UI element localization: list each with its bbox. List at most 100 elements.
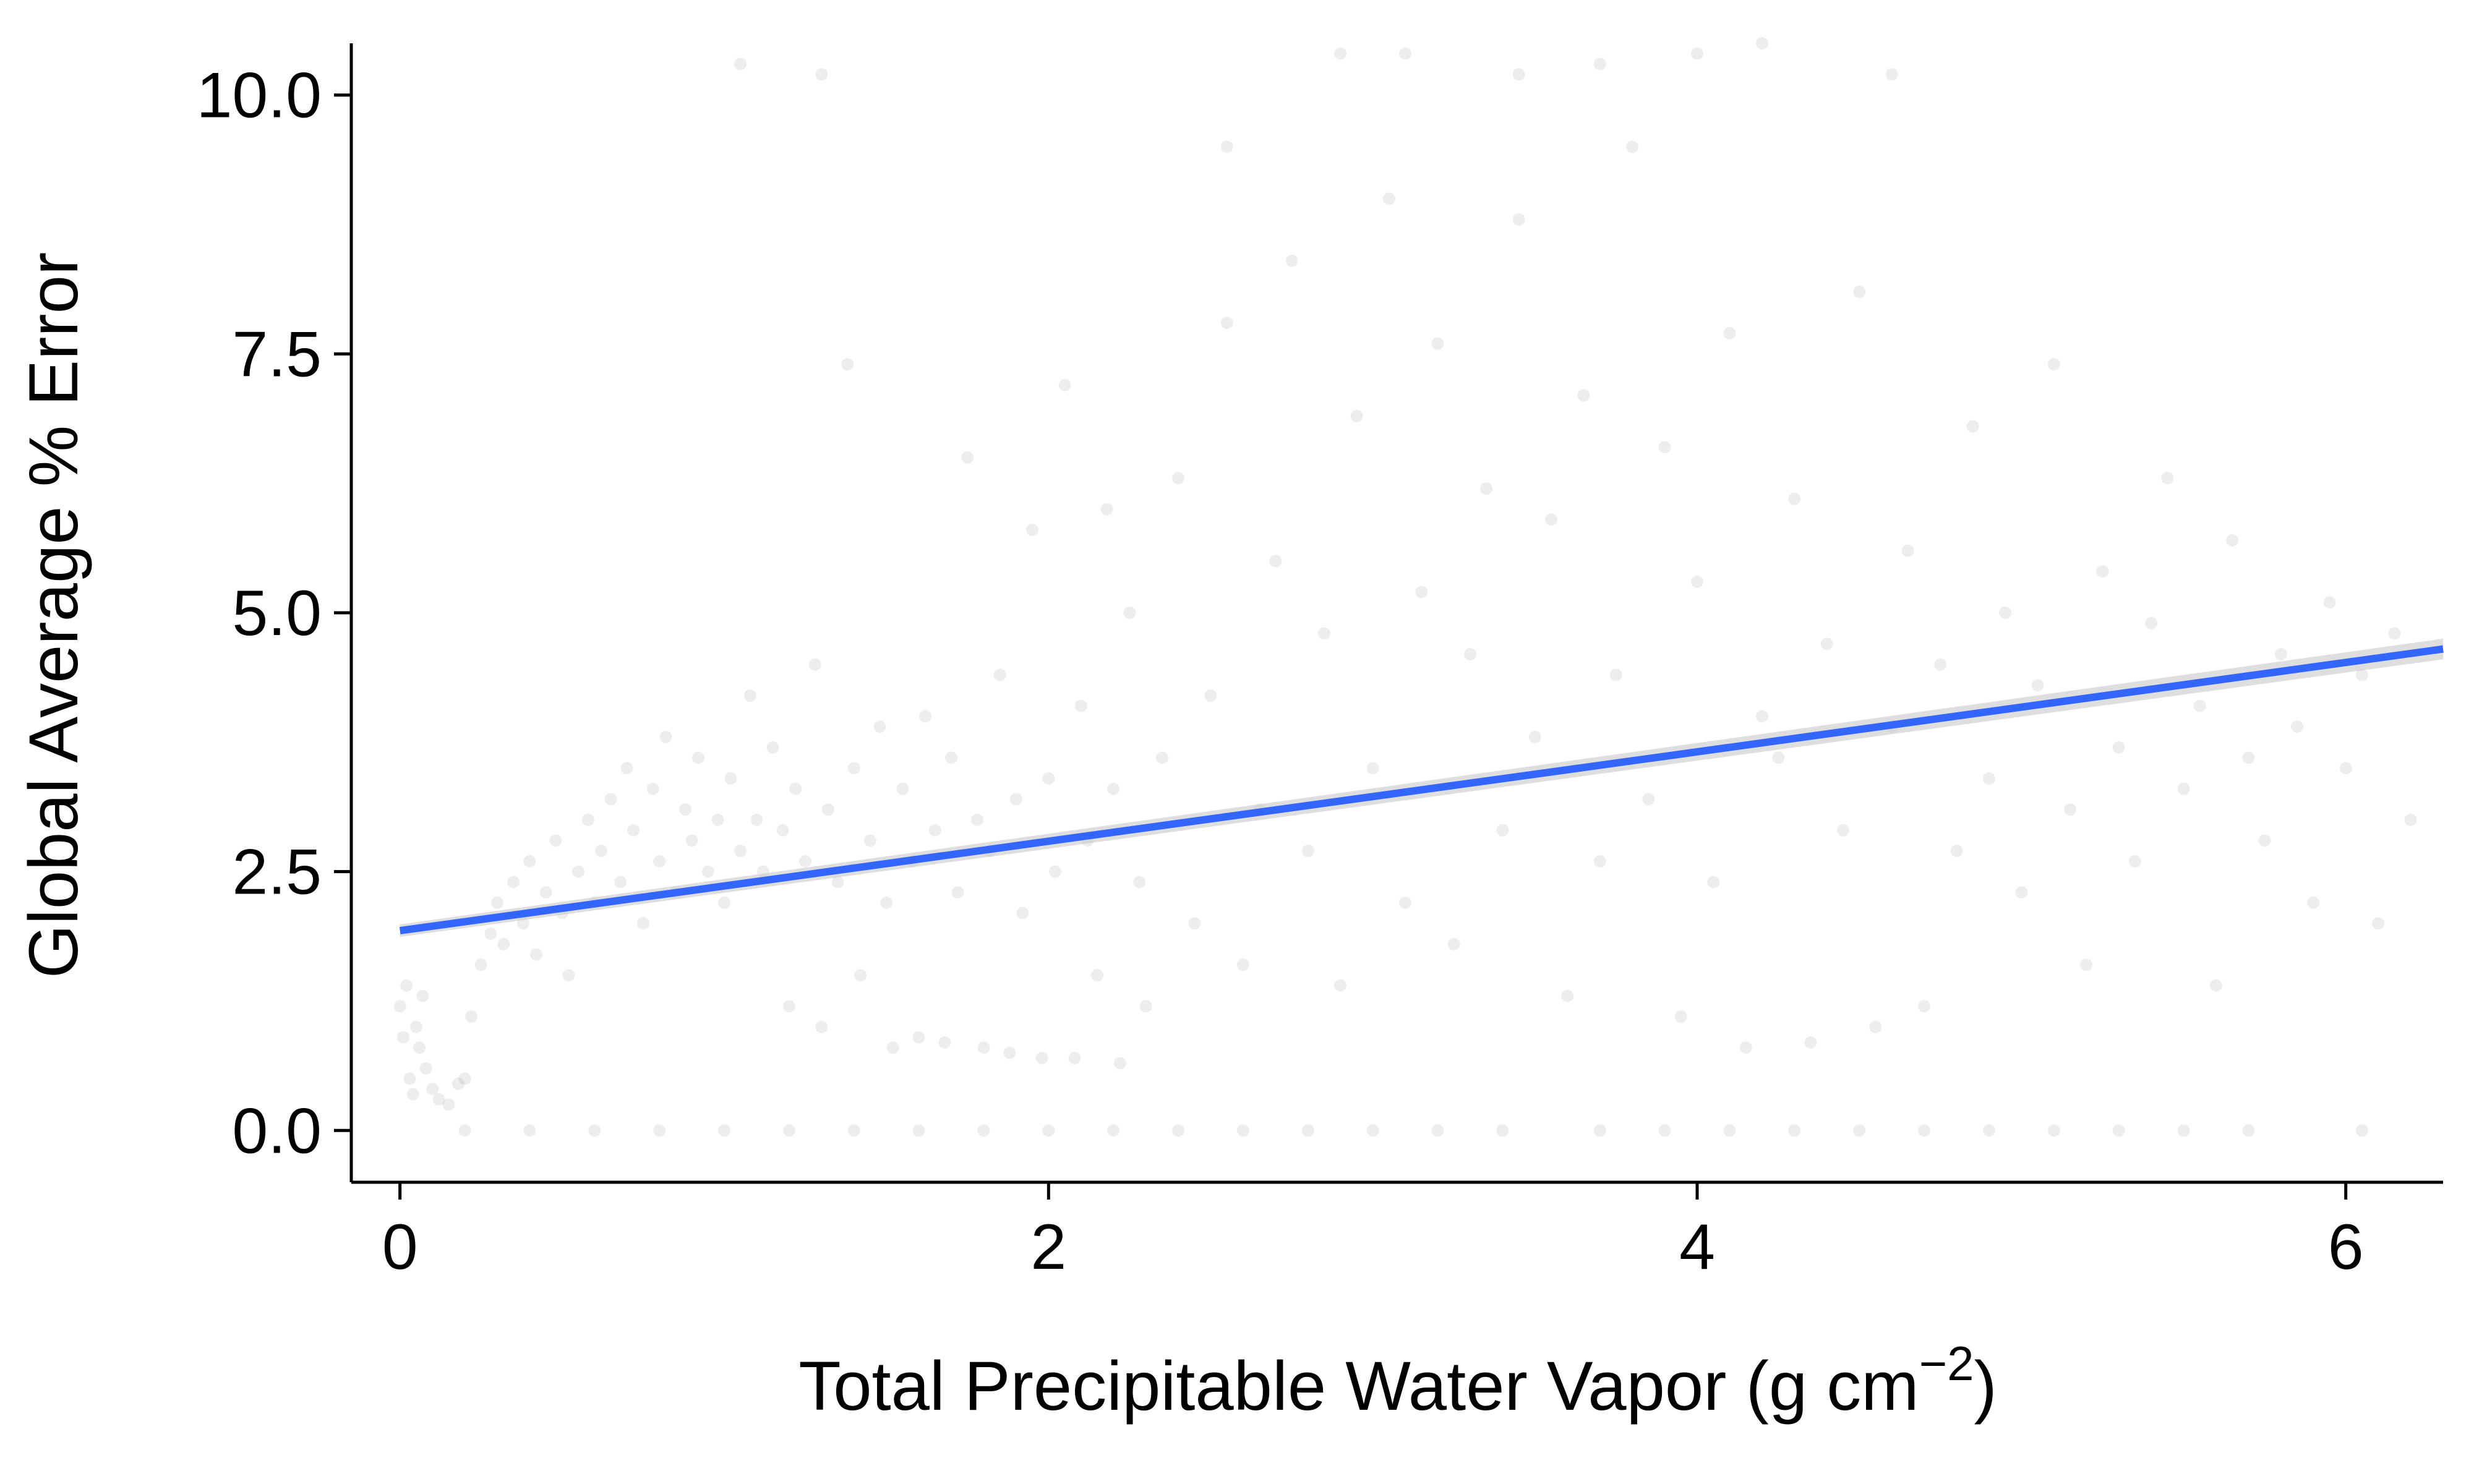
data-point xyxy=(409,1020,422,1033)
data-point xyxy=(1496,1124,1509,1137)
data-point xyxy=(406,1088,419,1101)
data-point xyxy=(896,782,909,795)
data-point xyxy=(426,1083,439,1096)
data-point xyxy=(400,979,413,992)
data-point xyxy=(653,855,666,868)
data-point xyxy=(1107,782,1120,795)
data-point xyxy=(685,834,698,847)
data-point xyxy=(1658,441,1671,454)
y-tick-label: 2.5 xyxy=(232,837,322,908)
data-point xyxy=(841,358,854,371)
data-point xyxy=(2031,679,2044,692)
data-point xyxy=(2080,958,2093,971)
data-point xyxy=(465,1010,477,1023)
data-point xyxy=(2193,699,2206,712)
data-point xyxy=(1999,607,2012,619)
data-point xyxy=(581,813,594,826)
data-point xyxy=(1301,845,1314,858)
data-point xyxy=(961,451,974,464)
data-point xyxy=(1480,482,1493,495)
data-point xyxy=(614,876,627,889)
data-point xyxy=(1447,937,1460,950)
data-point xyxy=(1236,1124,1249,1137)
data-point xyxy=(2355,1124,2368,1137)
trend-layer xyxy=(399,638,2444,937)
data-point xyxy=(2145,616,2158,629)
y-tick-label: 5.0 xyxy=(232,578,322,649)
data-point xyxy=(523,855,536,868)
data-point xyxy=(1431,337,1444,350)
data-point xyxy=(2112,741,2125,754)
axes-layer: 0.0 2.5 5.0 7.5 10.0 0 2 4 6 xyxy=(197,43,2443,1283)
data-point xyxy=(1674,1010,1687,1023)
data-point xyxy=(1528,730,1541,743)
data-point xyxy=(1026,524,1039,536)
data-point xyxy=(1512,68,1525,81)
data-point xyxy=(2128,855,2141,868)
data-point xyxy=(1366,1124,1379,1137)
data-point xyxy=(594,845,607,858)
data-point xyxy=(604,793,617,806)
data-point xyxy=(831,876,844,889)
data-point xyxy=(458,1124,471,1137)
data-point xyxy=(523,1124,536,1137)
data-point xyxy=(2226,534,2239,547)
data-point xyxy=(1058,378,1071,391)
data-point xyxy=(1739,1041,1752,1054)
data-point xyxy=(1885,68,1898,81)
data-point xyxy=(1707,876,1720,889)
x-tick-label: 0 xyxy=(382,1211,418,1283)
data-point xyxy=(1545,513,1558,526)
data-point xyxy=(1415,586,1428,599)
data-point xyxy=(1755,37,1768,49)
data-point xyxy=(1068,1052,1081,1065)
data-point xyxy=(993,668,1006,681)
data-point xyxy=(880,896,893,909)
data-point xyxy=(821,803,834,816)
data-point xyxy=(782,1124,795,1137)
data-point xyxy=(724,772,737,785)
data-point xyxy=(1755,710,1768,723)
data-point xyxy=(2339,762,2352,775)
x-tick-label: 6 xyxy=(2328,1211,2364,1283)
y-tick-label: 0.0 xyxy=(232,1095,322,1167)
labels-layer: Global Average % Error Total Precipitabl… xyxy=(15,252,1997,1425)
data-point xyxy=(1269,555,1282,568)
data-point xyxy=(718,896,730,909)
data-point xyxy=(1642,793,1655,806)
data-point xyxy=(1139,1000,1152,1013)
data-point xyxy=(653,1124,666,1137)
data-point xyxy=(1042,772,1055,785)
data-point xyxy=(497,937,510,950)
data-point xyxy=(1399,896,1412,909)
data-point xyxy=(928,824,941,837)
data-point xyxy=(2372,917,2385,930)
data-point xyxy=(734,845,747,858)
data-point xyxy=(1285,254,1298,267)
data-point xyxy=(919,710,932,723)
data-point xyxy=(977,1124,990,1137)
data-point xyxy=(1366,762,1379,775)
data-point xyxy=(863,834,876,847)
data-point xyxy=(393,1000,406,1013)
data-point xyxy=(886,1041,899,1054)
data-point xyxy=(1133,876,1146,889)
data-point xyxy=(734,58,747,70)
data-point xyxy=(1869,1020,1882,1033)
data-point xyxy=(1155,751,1168,764)
data-point xyxy=(659,730,672,743)
data-point xyxy=(1074,699,1087,712)
data-point xyxy=(1204,689,1217,702)
data-point xyxy=(679,803,692,816)
data-point xyxy=(1431,1124,1444,1137)
data-point xyxy=(2242,1124,2255,1137)
data-point xyxy=(1172,472,1185,485)
data-point xyxy=(701,865,714,878)
data-point xyxy=(484,927,497,940)
data-point xyxy=(1561,989,1574,1002)
x-axis-title-superscript: −2 xyxy=(1919,1336,1974,1391)
data-point xyxy=(847,1124,860,1137)
data-point xyxy=(1003,1046,1016,1059)
data-point xyxy=(1464,648,1476,660)
